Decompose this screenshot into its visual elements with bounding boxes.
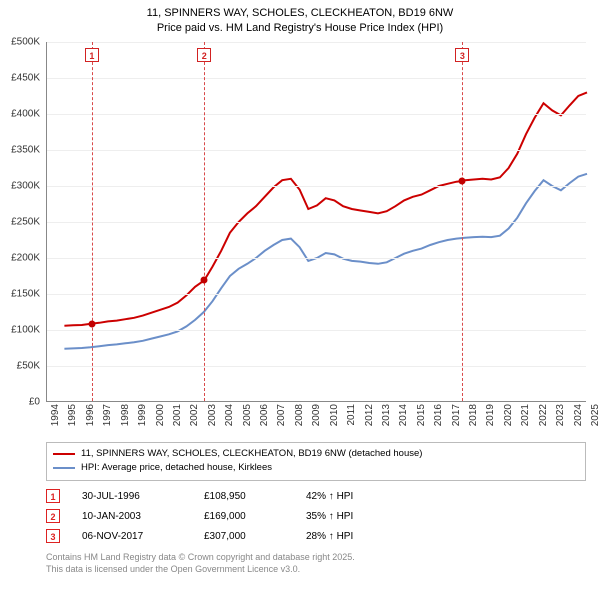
- sale-marker-dot: [88, 320, 95, 327]
- y-axis-label: £250K: [0, 217, 40, 228]
- sale-marker-flag: 3: [455, 48, 469, 62]
- y-axis-label: £100K: [0, 325, 40, 336]
- gridline: [47, 150, 586, 151]
- y-axis-label: £350K: [0, 145, 40, 156]
- sale-marker-flag: 2: [197, 48, 211, 62]
- sale-marker-line: [462, 42, 463, 401]
- x-axis-label: 2007: [276, 404, 287, 426]
- sale-marker-dot: [201, 277, 208, 284]
- x-axis-label: 2024: [573, 404, 584, 426]
- x-axis-label: 1999: [137, 404, 148, 426]
- legend-row-hpi: HPI: Average price, detached house, Kirk…: [53, 461, 579, 475]
- x-axis-label: 2004: [224, 404, 235, 426]
- y-axis-label: £150K: [0, 289, 40, 300]
- sale-marker-line: [92, 42, 93, 401]
- sale-marker-line: [204, 42, 205, 401]
- legend: 11, SPINNERS WAY, SCHOLES, CLECKHEATON, …: [46, 442, 586, 481]
- y-axis-label: £50K: [0, 361, 40, 372]
- footer: Contains HM Land Registry data © Crown c…: [46, 552, 586, 575]
- sale-row-pct: 28% ↑ HPI: [306, 531, 406, 542]
- x-axis-label: 2015: [416, 404, 427, 426]
- sale-row-date: 06-NOV-2017: [82, 531, 182, 542]
- sale-marker-dot: [459, 177, 466, 184]
- sales-table: 1 30-JUL-1996 £108,950 42% ↑ HPI 2 10-JAN-200…: [46, 486, 586, 546]
- sale-row-pct: 42% ↑ HPI: [306, 491, 406, 502]
- sale-row-pct: 35% ↑ HPI: [306, 511, 406, 522]
- y-axis-label: £500K: [0, 37, 40, 48]
- x-axis-label: 2021: [520, 404, 531, 426]
- gridline: [47, 42, 586, 43]
- legend-swatch-property: [53, 453, 75, 455]
- y-axis-label: £450K: [0, 73, 40, 84]
- y-axis-label: £300K: [0, 181, 40, 192]
- x-axis-label: 2013: [381, 404, 392, 426]
- x-axis-label: 1996: [85, 404, 96, 426]
- x-axis-label: 2001: [172, 404, 183, 426]
- x-axis-label: 2006: [259, 404, 270, 426]
- x-axis-label: 2008: [294, 404, 305, 426]
- x-axis-label: 1995: [67, 404, 78, 426]
- x-axis-label: 2009: [311, 404, 322, 426]
- gridline: [47, 330, 586, 331]
- gridline: [47, 366, 586, 367]
- chart-area: 123 £0£50K£100K£150K£200K£250K£300K£350K…: [46, 42, 586, 402]
- x-axis-label: 2020: [503, 404, 514, 426]
- sale-row: 2 10-JAN-2003 £169,000 35% ↑ HPI: [46, 506, 586, 526]
- legend-label-hpi: HPI: Average price, detached house, Kirk…: [81, 461, 272, 475]
- x-axis-label: 2000: [155, 404, 166, 426]
- x-axis-label: 2011: [346, 404, 357, 426]
- sale-row-price: £169,000: [204, 511, 284, 522]
- title-line1: 11, SPINNERS WAY, SCHOLES, CLECKHEATON, …: [8, 6, 592, 21]
- legend-swatch-hpi: [53, 467, 75, 469]
- sale-row-flag: 3: [46, 529, 60, 543]
- x-axis-label: 2002: [189, 404, 200, 426]
- gridline: [47, 78, 586, 79]
- x-axis-label: 2022: [538, 404, 549, 426]
- x-axis-label: 2014: [398, 404, 409, 426]
- footer-line2: This data is licensed under the Open Gov…: [46, 564, 586, 576]
- x-axis-label: 2016: [433, 404, 444, 426]
- sale-row: 3 06-NOV-2017 £307,000 28% ↑ HPI: [46, 526, 586, 546]
- gridline: [47, 114, 586, 115]
- x-axis-label: 1997: [102, 404, 113, 426]
- y-axis-label: £0: [0, 397, 40, 408]
- x-axis-label: 1998: [120, 404, 131, 426]
- sale-marker-flag: 1: [85, 48, 99, 62]
- x-axis-label: 2017: [451, 404, 462, 426]
- plot-area: 1 2 3: [46, 42, 586, 402]
- gridline: [47, 222, 586, 223]
- sale-row-flag: 2: [46, 509, 60, 523]
- sale-row: 1 30-JUL-1996 £108,950 42% ↑ HPI: [46, 486, 586, 506]
- legend-label-property: 11, SPINNERS WAY, SCHOLES, CLECKHEATON, …: [81, 447, 422, 461]
- x-axis-label: 2005: [242, 404, 253, 426]
- x-axis-label: 2019: [485, 404, 496, 426]
- y-axis-label: £200K: [0, 253, 40, 264]
- sale-row-flag: 1: [46, 489, 60, 503]
- sale-row-date: 10-JAN-2003: [82, 511, 182, 522]
- y-axis-label: £400K: [0, 109, 40, 120]
- x-axis-label: 1994: [50, 404, 61, 426]
- x-axis-label: 2012: [364, 404, 375, 426]
- series-hpi: [64, 174, 587, 349]
- gridline: [47, 258, 586, 259]
- x-axis-label: 2023: [555, 404, 566, 426]
- sale-row-price: £108,950: [204, 491, 284, 502]
- x-axis-label: 2003: [207, 404, 218, 426]
- sale-row-date: 30-JUL-1996: [82, 491, 182, 502]
- title-line2: Price paid vs. HM Land Registry's House …: [8, 21, 592, 36]
- x-axis-label: 2010: [329, 404, 340, 426]
- footer-line1: Contains HM Land Registry data © Crown c…: [46, 552, 586, 564]
- x-axis-label: 2018: [468, 404, 479, 426]
- gridline: [47, 294, 586, 295]
- legend-row-property: 11, SPINNERS WAY, SCHOLES, CLECKHEATON, …: [53, 447, 579, 461]
- chart-title: 11, SPINNERS WAY, SCHOLES, CLECKHEATON, …: [0, 0, 600, 40]
- series-property: [64, 92, 587, 325]
- x-axis-label: 2025: [590, 404, 600, 426]
- sale-row-price: £307,000: [204, 531, 284, 542]
- gridline: [47, 186, 586, 187]
